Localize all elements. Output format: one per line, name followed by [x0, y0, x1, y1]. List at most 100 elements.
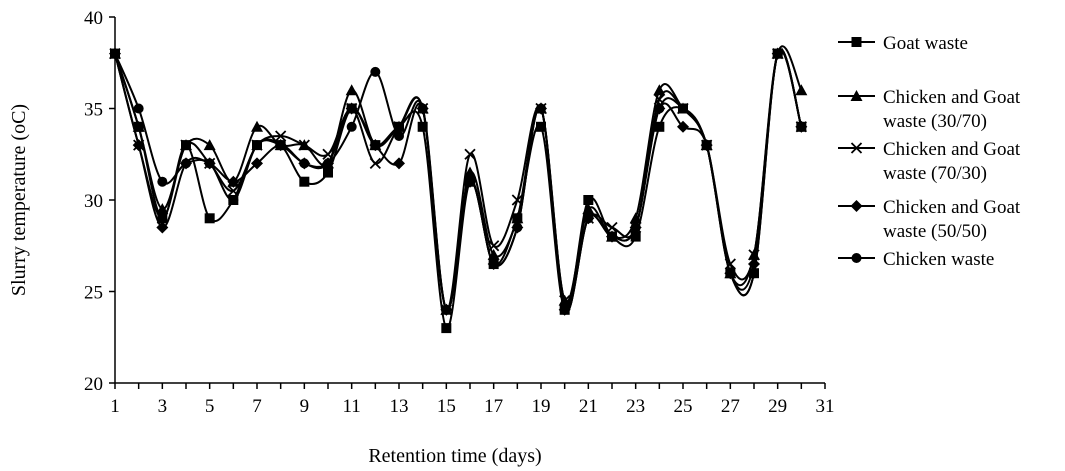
data-point — [132, 120, 145, 132]
y-tick-label: 25 — [84, 283, 103, 304]
data-point — [323, 158, 333, 169]
data-point — [583, 195, 594, 205]
data-point — [488, 240, 500, 252]
series-4 — [109, 47, 808, 316]
legend-marker — [851, 253, 862, 263]
data-point — [156, 221, 169, 234]
data-point — [512, 222, 523, 233]
legend-entry: Chicken and Goat waste (50/50) — [838, 197, 1021, 242]
y-tick-label: 30 — [84, 191, 103, 212]
legend-label: Chicken waste — [883, 249, 994, 270]
y-tick-label: 20 — [84, 374, 103, 395]
data-point — [251, 120, 263, 132]
data-point — [393, 157, 405, 170]
legend-label: Goat waste — [883, 33, 968, 54]
data-point — [725, 268, 736, 279]
series-layer — [109, 45, 808, 334]
x-axis-title: Retention time (days) — [368, 445, 541, 467]
data-point — [559, 304, 570, 315]
data-point — [417, 121, 428, 132]
data-point — [110, 48, 120, 59]
data-point — [181, 158, 191, 169]
series-2 — [109, 45, 808, 315]
data-point — [606, 221, 618, 234]
x-tick-label: 23 — [626, 396, 645, 417]
data-point — [795, 84, 808, 96]
x-tick-label: 29 — [768, 396, 787, 417]
data-point — [654, 121, 665, 132]
legend-entry: Chicken waste — [838, 249, 994, 270]
data-point — [630, 222, 641, 233]
data-point — [536, 103, 546, 114]
series-line — [114, 48, 803, 314]
data-point — [464, 166, 476, 178]
data-point — [630, 231, 641, 242]
y-tick-label: 40 — [84, 8, 103, 29]
data-point — [583, 213, 594, 224]
legend-label: Chicken and Goat waste (70/30) — [883, 139, 1021, 184]
x-ticks: 1 3 5 7 9 11 13 15 17 19 21 23 25 27 29 31 — [110, 383, 835, 417]
data-point — [251, 157, 263, 170]
x-tick-label: 27 — [721, 396, 740, 417]
legend-entry: Goat waste — [838, 33, 968, 54]
x-tick-label: 7 — [252, 396, 262, 417]
series-line — [114, 49, 803, 314]
data-point — [204, 213, 215, 224]
data-point — [607, 231, 617, 242]
x-tick-label: 31 — [816, 396, 835, 417]
data-point — [133, 103, 144, 114]
data-point — [465, 176, 475, 187]
legend-marker — [850, 200, 863, 212]
series-3 — [109, 47, 807, 316]
data-point — [299, 158, 310, 169]
legend-entry: Chicken and Goat waste (70/30) — [838, 139, 1021, 184]
x-tick-label: 17 — [484, 396, 503, 417]
series-1 — [110, 48, 807, 334]
data-point — [228, 195, 239, 205]
data-point — [369, 157, 381, 170]
y-ticks: 20 25 30 35 40 — [84, 8, 115, 395]
data-point — [370, 66, 381, 77]
legend-marker — [851, 37, 862, 47]
data-point — [227, 175, 240, 188]
data-point — [157, 176, 168, 187]
data-point — [323, 167, 333, 178]
data-point — [748, 258, 760, 271]
data-point — [132, 139, 145, 152]
x-tick-label: 21 — [579, 396, 598, 417]
data-point — [345, 84, 358, 96]
x-tick-label: 1 — [110, 396, 120, 417]
data-point — [677, 120, 689, 133]
data-point — [441, 323, 452, 334]
data-point — [511, 194, 523, 206]
data-point — [511, 212, 524, 224]
data-point — [346, 121, 357, 132]
data-point — [678, 103, 688, 114]
data-point — [252, 140, 262, 151]
data-point — [749, 268, 759, 279]
x-tick-label: 19 — [532, 396, 551, 417]
x-tick-label: 5 — [205, 396, 215, 417]
data-point — [275, 140, 286, 151]
data-point — [772, 48, 783, 59]
x-tick-label: 9 — [300, 396, 310, 417]
legend-label: Chicken and Goat waste (30/70) — [883, 87, 1021, 132]
data-point — [298, 139, 310, 151]
data-point — [156, 203, 169, 215]
x-tick-label: 13 — [390, 396, 409, 417]
data-point — [796, 121, 807, 132]
series-5 — [110, 48, 807, 315]
legend-marker — [850, 142, 863, 154]
data-point — [203, 139, 216, 151]
x-tick-label: 25 — [674, 396, 693, 417]
data-point — [536, 121, 546, 132]
data-point — [275, 130, 287, 142]
x-tick-label: 15 — [437, 396, 456, 417]
x-tick-label: 3 — [158, 396, 168, 417]
data-point — [701, 140, 712, 151]
data-point — [204, 158, 215, 169]
data-point — [582, 203, 595, 215]
data-point — [345, 102, 358, 115]
legend: Goat waste Chicken and Goat waste (30/70) C… — [838, 33, 1021, 270]
